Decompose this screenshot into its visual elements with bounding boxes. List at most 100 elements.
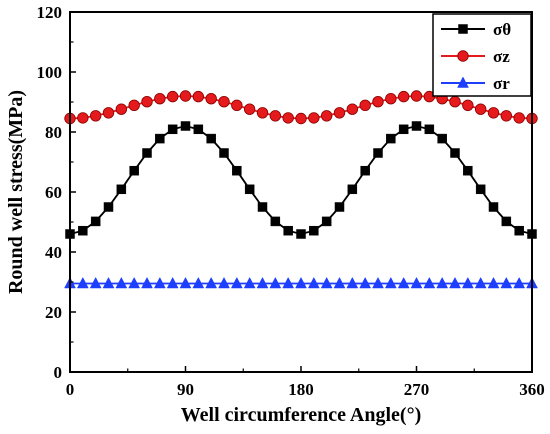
data-point	[500, 276, 513, 289]
data-point	[514, 225, 524, 236]
x-tick-label: 90	[177, 380, 194, 399]
data-point	[346, 276, 359, 289]
data-point	[243, 276, 256, 289]
data-point	[218, 276, 230, 289]
data-point	[78, 225, 88, 236]
data-point	[346, 103, 359, 115]
data-point	[372, 276, 384, 289]
data-point	[449, 95, 461, 108]
series-layer	[64, 90, 538, 289]
data-point	[320, 110, 333, 122]
data-point	[475, 184, 486, 195]
x-tick-label: 0	[66, 380, 75, 399]
data-point	[90, 216, 101, 227]
data-point	[76, 276, 89, 289]
data-point	[308, 112, 320, 124]
y-tick-label: 100	[37, 63, 63, 82]
data-point	[386, 133, 396, 144]
data-point	[218, 95, 230, 108]
data-point	[243, 103, 256, 115]
data-point	[474, 276, 487, 289]
legend-label: σr	[493, 74, 510, 93]
data-point	[450, 148, 460, 158]
data-point	[347, 184, 358, 195]
data-point	[334, 202, 345, 212]
data-point	[115, 103, 128, 115]
data-point	[296, 229, 306, 239]
x-axis-title: Well circumference Angle(°)	[181, 404, 422, 426]
data-point	[436, 276, 449, 289]
data-point	[102, 107, 115, 119]
data-point	[462, 99, 474, 112]
data-point	[397, 276, 410, 289]
data-point	[166, 90, 179, 103]
data-point	[372, 95, 384, 108]
data-point	[463, 165, 473, 176]
y-tick-label: 80	[45, 123, 62, 142]
data-point	[193, 124, 204, 135]
data-point	[232, 165, 242, 176]
data-point	[129, 165, 139, 176]
data-point	[153, 276, 166, 289]
y-tick-label: 60	[45, 183, 62, 202]
data-point	[384, 276, 397, 289]
data-point	[256, 276, 269, 289]
data-point	[103, 202, 114, 212]
data-point	[115, 276, 128, 289]
y-axis-title: Round well stress(MPa)	[5, 90, 27, 294]
data-point	[180, 121, 191, 131]
data-point	[269, 276, 282, 289]
series-line	[69, 125, 533, 235]
data-point	[457, 50, 469, 62]
data-point	[192, 276, 205, 289]
series-1	[64, 90, 538, 125]
data-point	[142, 148, 152, 158]
data-point	[488, 202, 499, 212]
data-point	[320, 276, 333, 289]
data-point	[411, 121, 422, 131]
data-point	[283, 225, 293, 236]
data-point	[179, 90, 192, 102]
data-point	[449, 276, 461, 289]
legend-label: σθ	[493, 20, 511, 39]
data-point	[141, 276, 153, 289]
data-point	[205, 276, 218, 289]
data-point	[487, 276, 500, 289]
y-tick-label: 120	[37, 3, 63, 22]
y-tick-label: 40	[45, 243, 62, 262]
data-point	[282, 112, 294, 124]
data-point	[256, 107, 269, 119]
y-tick-label: 20	[45, 303, 62, 322]
data-point	[89, 110, 102, 122]
data-point	[167, 124, 178, 135]
data-point	[77, 112, 89, 124]
data-point	[141, 95, 153, 108]
data-point	[423, 276, 436, 289]
data-point	[321, 216, 332, 227]
data-point	[360, 165, 370, 176]
series-0	[65, 121, 537, 239]
data-point	[257, 202, 268, 212]
data-point	[458, 24, 468, 34]
data-point	[270, 216, 281, 227]
data-point	[410, 90, 423, 102]
data-point	[89, 276, 102, 289]
data-point	[385, 92, 397, 105]
data-point	[219, 148, 229, 158]
data-point	[102, 276, 115, 289]
x-tick-label: 270	[404, 380, 430, 399]
x-tick-label: 180	[288, 380, 314, 399]
data-point	[333, 107, 346, 119]
data-point	[410, 276, 423, 289]
data-point	[307, 276, 320, 289]
data-point	[116, 184, 127, 195]
data-point	[206, 133, 216, 144]
data-point	[461, 276, 474, 289]
data-point	[373, 148, 383, 158]
data-point	[155, 133, 165, 144]
data-point	[397, 90, 410, 103]
data-point	[500, 110, 513, 122]
data-point	[309, 225, 319, 236]
data-point	[333, 276, 346, 289]
